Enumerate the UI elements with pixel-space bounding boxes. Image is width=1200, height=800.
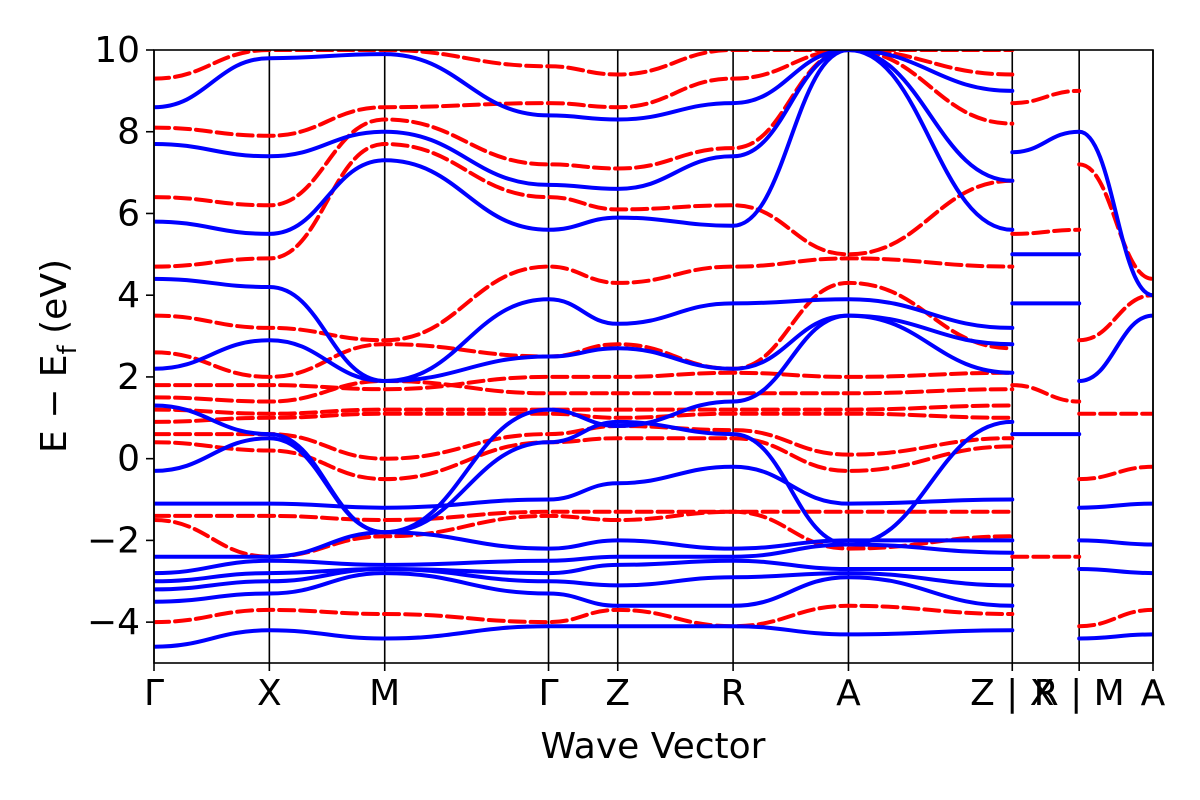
x-tick-label: R | M [1034,673,1125,714]
y-tick-label: 0 [117,439,140,480]
spin-down-band-22 [1077,293,1153,343]
spin-up-band-17 [1010,129,1082,155]
y-axis-title-unit: (eV) [34,259,75,345]
spin-down-band-8 [154,370,1015,392]
spin-up-band-6 [154,464,1015,510]
y-tick-label: 6 [117,193,140,234]
spin-down-band-10 [154,256,1015,343]
x-tick-label: X [257,673,282,714]
spin-down-band-7 [154,378,1015,404]
spin-up-band-19 [1077,567,1153,576]
y-axis-ticks: −4 −2 0 2 4 6 8 10 [87,30,154,643]
y-tick-label: −4 [87,602,140,643]
y-axis-title-main: E − E [34,354,75,453]
spin-up-band-18 [1077,632,1153,641]
y-tick-label: 10 [94,30,140,71]
spin-up-band-3 [154,558,1015,584]
spin-up-band-11 [154,50,1015,236]
y-tick-label: 4 [117,275,140,316]
x-tick-label: Γ [144,673,164,714]
spin-down-band-2 [154,509,1015,523]
x-tick-label: Γ [538,673,558,714]
spin-up-band-1 [154,571,1015,608]
spin-down-band-19 [1077,607,1153,629]
x-axis-title: Wave Vector [541,726,766,767]
x-tick-label: M [369,673,400,714]
spin-down-band-16 [1010,383,1082,404]
spin-down-band-6 [154,403,1015,416]
spin-down-band-14 [154,50,1015,81]
spin-up-band-5 [154,530,1015,559]
spin-up-band-7 [154,419,1015,547]
spin-up-band-20 [1077,538,1153,547]
plot-frame [153,49,1154,664]
x-tick-label: Z [605,673,630,714]
spin-down-band-0 [154,603,1015,629]
y-axis-title: E − Ef (eV) [34,259,83,453]
x-tick-label: A [836,673,861,714]
spin-up-band-2 [154,566,1015,592]
x-axis-ticks: Γ X M Γ Z R A Z | XR | M A [144,663,1166,714]
spin-up-band-23 [1077,129,1153,298]
x-tick-label: R [721,673,746,714]
y-axis-title-subscript: f [53,344,83,354]
spin-up-band-22 [1077,313,1153,383]
spin-up-band-9 [154,313,1015,384]
band-lines [154,50,1153,649]
y-tick-label: −2 [87,520,140,561]
spin-down-band-3 [154,436,1015,482]
spin-up-band-21 [1077,501,1153,510]
spin-down-band-18 [1010,88,1082,106]
y-tick-label: 8 [117,112,140,153]
spin-down-band-11 [154,141,1015,269]
spin-down-band-20 [1077,464,1153,482]
y-tick-label: 2 [117,357,140,398]
spin-down-band-9 [154,280,1015,379]
spin-down-band-17 [1010,227,1082,236]
spin-down-band-12 [154,50,1015,208]
x-tick-label: A [1141,673,1166,714]
spin-up-band-8 [154,313,1015,535]
x-tick-label: Z | X [970,673,1054,714]
spin-up-band-0 [154,624,1015,649]
spin-up-band-10 [154,276,1015,384]
